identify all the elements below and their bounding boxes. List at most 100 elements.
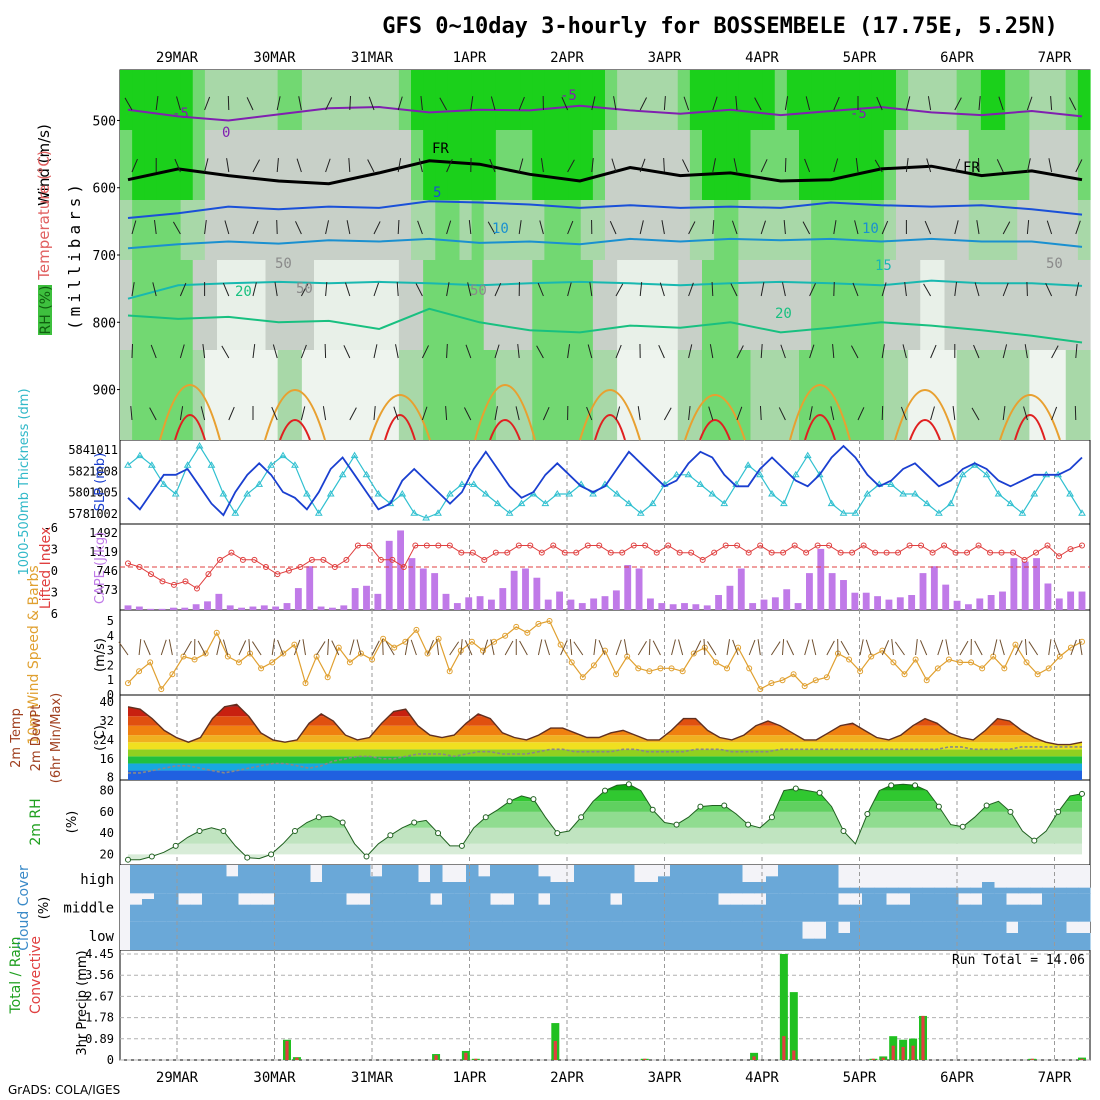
wind-barb: [172, 221, 181, 235]
cloud-cell-low: [178, 921, 191, 950]
cloud-cell-low: [382, 921, 395, 950]
cloud-cell-middle: [1042, 893, 1055, 922]
rh-shade-cell: [471, 260, 485, 350]
cloud-cell-middle: [946, 893, 959, 922]
rh2m-ytick: 60: [100, 805, 114, 819]
rh2m-marker: [983, 802, 990, 809]
rh-shade-cell: [738, 70, 752, 130]
rh-shade-cell: [289, 350, 303, 440]
rh-shade-cell: [156, 260, 170, 350]
rh-shade-cell: [605, 260, 618, 350]
lifted-index-marker: [320, 556, 327, 563]
precip-conv-bar: [921, 1015, 925, 1060]
rh-shade-cell: [192, 130, 206, 200]
upper-ytick: 700: [93, 249, 116, 264]
wind10-marker: [446, 668, 453, 675]
rh-shade-cell: [386, 200, 400, 260]
thickness-marker: [1006, 499, 1015, 507]
rh-shade-cell: [799, 260, 812, 350]
wind-barb: [1002, 344, 1008, 359]
cloud-cell-middle: [142, 899, 155, 922]
cloud-cell-high: [286, 865, 299, 894]
thickness-marker: [720, 499, 729, 507]
rh-shade-cell: [580, 200, 594, 260]
wind10-marker: [668, 665, 675, 672]
rh-shade-cell: [350, 260, 364, 350]
wind-barb: [778, 407, 786, 421]
thickness-marker: [958, 470, 967, 478]
lifted-index-marker: [745, 549, 752, 556]
lifted-index-marker: [136, 564, 143, 570]
cape-bar: [1033, 558, 1040, 610]
wind10-barb: [732, 639, 739, 656]
cloud-cell-high: [922, 887, 935, 894]
wind10-barb: [865, 639, 872, 656]
rh2m-marker: [435, 830, 442, 837]
cape-bar: [283, 603, 291, 610]
minmax-ylabel: (6hr Min/Max): [49, 693, 64, 783]
cloud-cell-high: [826, 865, 839, 894]
thickness-marker: [434, 509, 442, 516]
wind-barb: [682, 159, 690, 173]
rh-shade-cell: [180, 350, 194, 440]
rh-shade-cell: [896, 200, 909, 260]
wind10-barb: [593, 639, 597, 656]
rh-shade-cell: [229, 200, 242, 260]
rh2m-marker: [888, 782, 895, 789]
cloud-cell-high: [514, 865, 527, 894]
wind10-marker: [568, 659, 575, 666]
cape-bar: [817, 548, 825, 610]
rh-shade-cell: [883, 260, 897, 350]
cloud-cell-middle: [1018, 904, 1031, 922]
rh2m-marker: [578, 814, 585, 821]
cloud-cell-middle: [310, 893, 323, 922]
rh-shade-cell: [617, 350, 630, 440]
precip-conv-bar: [871, 1058, 875, 1060]
cloud-cell-middle: [334, 893, 347, 922]
cloud-cell-low: [190, 921, 203, 950]
wind10-marker: [125, 680, 131, 687]
rh-shade-cell: [811, 200, 824, 260]
thickness-marker: [326, 490, 335, 497]
lifted-index-marker: [1056, 553, 1063, 560]
wind10-marker: [202, 650, 209, 657]
cape-bar: [692, 604, 700, 610]
li-cape-labels: Lifted Index CAPE (J/kg): [38, 527, 108, 609]
cloud-row-label: middle: [63, 901, 114, 917]
wind-barb: [855, 158, 859, 173]
rh-shade-cell: [956, 130, 970, 200]
wind-barb: [446, 282, 450, 297]
wind10-marker: [579, 674, 586, 681]
rh-shade-cell: [1041, 70, 1055, 130]
rh-shade-cell: [859, 260, 873, 350]
wind-barb: [325, 158, 331, 173]
wind10-marker: [857, 668, 864, 675]
cloud-cell-middle: [526, 893, 539, 922]
cloud-cell-high: [910, 887, 923, 894]
wind10-marker: [912, 656, 919, 663]
cloud-cell-low: [334, 921, 347, 950]
rh-shade-cell: [968, 350, 982, 440]
wind10-barb: [436, 639, 440, 656]
thickness-marker: [851, 509, 860, 516]
isotherm-10: [127, 237, 1083, 250]
contour-label: -5: [850, 106, 867, 122]
cloud-cell-high: [1078, 887, 1091, 894]
wind-barb: [615, 406, 621, 421]
wind-barb: [659, 282, 665, 297]
lifted-index-marker: [573, 549, 580, 556]
wind-barb: [373, 221, 381, 235]
wind-barb: [150, 344, 157, 359]
lifted-index-marker: [803, 549, 810, 556]
wind-barb: [688, 282, 694, 297]
thickness-marker: [768, 490, 776, 497]
rh-shade-cell: [653, 260, 667, 350]
wind-barb: [393, 406, 399, 421]
cape-bar: [669, 604, 677, 610]
rh-shade-cell: [398, 70, 412, 130]
cloud-cell-high: [838, 887, 851, 894]
rh-shade-cell: [944, 200, 958, 260]
top-date-label: 4APR: [745, 50, 779, 66]
wind-barb: [760, 343, 763, 359]
cloud-cell-middle: [442, 893, 455, 922]
